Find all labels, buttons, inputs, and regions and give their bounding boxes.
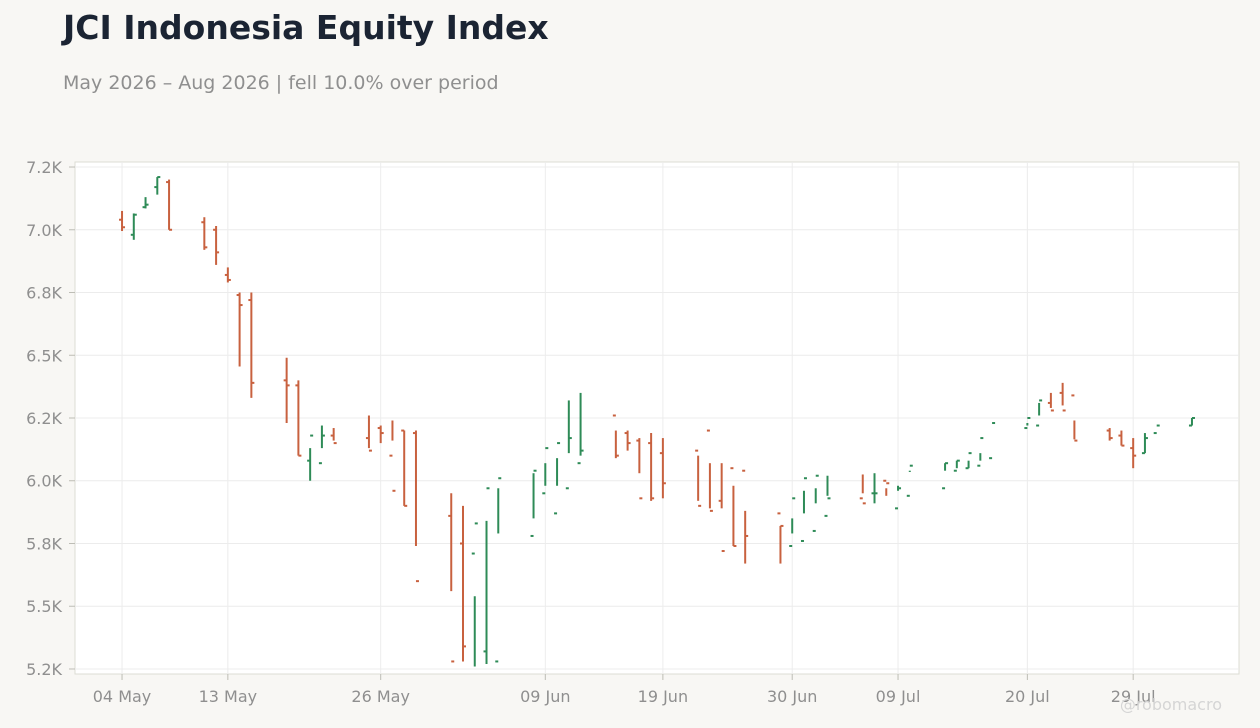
ohlc-bar bbox=[1036, 399, 1043, 427]
ohlc-bar bbox=[953, 459, 960, 472]
ohlc-bar bbox=[142, 197, 149, 209]
ohlc-bar bbox=[1188, 417, 1195, 427]
ohlc-bar bbox=[389, 420, 396, 492]
ohlc-bar bbox=[307, 434, 314, 481]
ohlc-bar bbox=[330, 428, 337, 445]
ohlc-bar bbox=[636, 438, 643, 500]
ohlc-bar bbox=[659, 438, 666, 499]
ohlc-bar bbox=[201, 217, 208, 250]
ohlc-bar bbox=[895, 485, 902, 510]
x-tick-label: 09 Jul bbox=[876, 687, 921, 706]
x-tick-label: 19 Jun bbox=[638, 687, 688, 706]
ohlc-bar bbox=[448, 493, 455, 663]
ohlc-bar bbox=[942, 462, 949, 490]
ohlc-bar bbox=[471, 522, 478, 667]
ohlc-bars bbox=[119, 176, 1195, 667]
ohlc-bar bbox=[624, 430, 631, 451]
ohlc-bar bbox=[495, 477, 502, 663]
ohlc-bar bbox=[1153, 424, 1160, 435]
ohlc-bar bbox=[412, 430, 419, 583]
y-tick-label: 5.8K bbox=[26, 534, 62, 553]
ohlc-bar bbox=[812, 474, 819, 532]
ohlc-bar bbox=[718, 463, 725, 553]
ohlc-bar bbox=[1130, 438, 1137, 469]
ohlc-bar bbox=[777, 512, 784, 564]
ohlc-bar bbox=[213, 226, 220, 265]
ohlc-bar bbox=[695, 449, 702, 507]
ohlc-bar bbox=[460, 505, 466, 662]
axes: 5.2K 5.5K 5.8K 6.0K 6.2K 6.5K 6.8K 7.0K 7.2K 04 M… bbox=[26, 158, 1155, 706]
ohlc-bar bbox=[989, 422, 996, 460]
ohlc-bar bbox=[1047, 392, 1054, 412]
ohlc-bar bbox=[318, 425, 325, 465]
x-tick-label: 13 May bbox=[199, 687, 258, 706]
x-tick-label: 26 May bbox=[351, 687, 410, 706]
y-tick-label: 5.2K bbox=[26, 660, 62, 679]
ohlc-bar bbox=[1059, 382, 1066, 412]
ohlc-bar bbox=[542, 447, 549, 495]
y-tick-label: 5.5K bbox=[26, 597, 62, 616]
ohlc-bar bbox=[871, 473, 878, 504]
ohlc-bar bbox=[1071, 394, 1078, 442]
y-tick-label: 6.2K bbox=[26, 409, 62, 428]
ohlc-bar bbox=[859, 474, 866, 505]
ohlc-bar bbox=[648, 433, 655, 501]
ohlc-bar bbox=[906, 464, 913, 497]
y-tick-label: 7.0K bbox=[26, 221, 62, 240]
x-tick-label: 04 May bbox=[93, 687, 152, 706]
y-tick-label: 6.0K bbox=[26, 472, 62, 491]
ohlc-bar bbox=[1024, 417, 1031, 430]
ohlc-bar bbox=[789, 497, 796, 547]
y-tick-label: 6.5K bbox=[26, 346, 62, 365]
ohlc-bar bbox=[977, 437, 984, 467]
ohlc-bar bbox=[800, 477, 807, 542]
ohlc-bar bbox=[824, 475, 831, 517]
y-tick-label: 6.8K bbox=[26, 284, 62, 303]
ohlc-bar bbox=[965, 452, 972, 470]
ohlc-bar bbox=[706, 429, 713, 512]
ohlc-bar bbox=[483, 487, 490, 664]
x-tick-label: 29 Jul bbox=[1111, 687, 1156, 706]
gridlines bbox=[75, 162, 1239, 674]
watermark-text: @robomacro bbox=[1120, 695, 1222, 714]
ohlc-bar bbox=[236, 292, 243, 367]
ohlc-bar bbox=[283, 357, 290, 424]
ohlc-bar bbox=[154, 176, 161, 195]
ohlc-bar bbox=[742, 469, 749, 564]
ohlc-bar bbox=[365, 415, 372, 452]
y-tick-label: 7.2K bbox=[26, 158, 62, 177]
ohlc-bar bbox=[119, 210, 126, 232]
ohlc-bar bbox=[377, 425, 384, 444]
ohlc-bar bbox=[224, 267, 231, 283]
ohlc-bar bbox=[1106, 428, 1113, 441]
ohlc-bar bbox=[883, 479, 890, 496]
ohlc-bar bbox=[401, 429, 408, 507]
x-tick-label: 09 Jun bbox=[520, 687, 570, 706]
chart-title: JCI Indonesia Equity Index bbox=[63, 8, 549, 47]
ohlc-bar bbox=[1141, 433, 1148, 455]
ohlc-bar bbox=[577, 392, 584, 465]
ohlc-bar bbox=[612, 414, 619, 459]
ohlc-bar bbox=[565, 400, 572, 490]
ohlc-bar bbox=[730, 467, 737, 547]
ohlc-bar bbox=[295, 380, 302, 457]
ohlc-bar bbox=[166, 179, 173, 231]
ohlc-bar bbox=[1118, 430, 1125, 447]
ohlc-bar bbox=[130, 213, 137, 240]
x-tick-label: 20 Jul bbox=[1005, 687, 1050, 706]
chart-subtitle: May 2026 – Aug 2026 | fell 10.0% over pe… bbox=[63, 72, 499, 94]
ohlc-bar bbox=[554, 442, 561, 515]
x-tick-label: 30 Jun bbox=[767, 687, 817, 706]
ohlc-bar bbox=[248, 292, 255, 398]
ohlc-bar bbox=[530, 469, 537, 537]
